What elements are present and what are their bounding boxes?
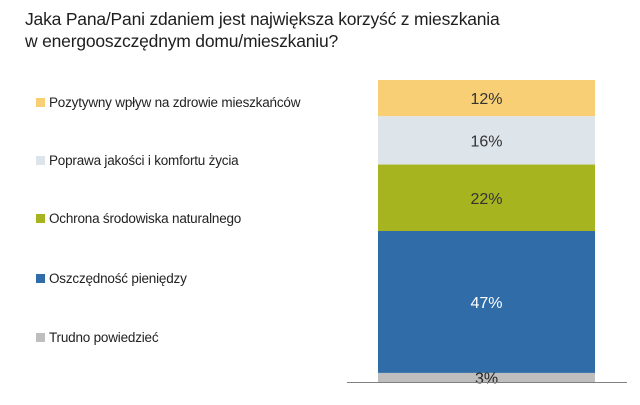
legend-label: Ochrona środowiska naturalnego xyxy=(49,211,242,226)
legend-item-4: Trudno powiedzieć xyxy=(36,330,159,345)
legend-swatch xyxy=(36,333,45,342)
data-label-0: 12% xyxy=(470,91,502,108)
data-label-4: 3% xyxy=(475,370,498,387)
legend-swatch xyxy=(36,156,45,165)
legend-item-2: Ochrona środowiska naturalnego xyxy=(36,211,241,226)
legend-item-3: Oszczędność pieniędzy xyxy=(36,271,187,286)
chart-title-line-1: Jaka Pana/Pani zdaniem jest największa k… xyxy=(25,9,500,29)
legend-label: Poprawa jakości i komfortu życia xyxy=(49,153,239,168)
data-label-1: 16% xyxy=(470,133,502,150)
data-label-3: 47% xyxy=(470,295,502,312)
bar-segment-3 xyxy=(378,231,595,373)
bar-segment-0 xyxy=(378,80,595,117)
legend-label: Trudno powiedzieć xyxy=(49,330,159,345)
legend-swatch xyxy=(36,274,45,283)
chart-title-line-2: w energooszczędnym domu/mieszkaniu? xyxy=(25,31,339,51)
data-label-2: 22% xyxy=(470,191,502,208)
chart-title: Jaka Pana/Pani zdaniem jest największa k… xyxy=(25,8,500,52)
bar-segment-2 xyxy=(378,164,595,231)
legend-swatch xyxy=(36,214,45,223)
bar-segment-1 xyxy=(378,116,595,165)
bar-segment-4 xyxy=(378,372,595,382)
legend-item-0: Pozytywny wpływ na zdrowie mieszkańców xyxy=(36,95,300,110)
legend-swatch xyxy=(36,98,45,107)
legend-label: Oszczędność pieniędzy xyxy=(49,271,187,286)
legend-item-1: Poprawa jakości i komfortu życia xyxy=(36,153,239,168)
legend-label: Pozytywny wpływ na zdrowie mieszkańców xyxy=(49,95,301,110)
